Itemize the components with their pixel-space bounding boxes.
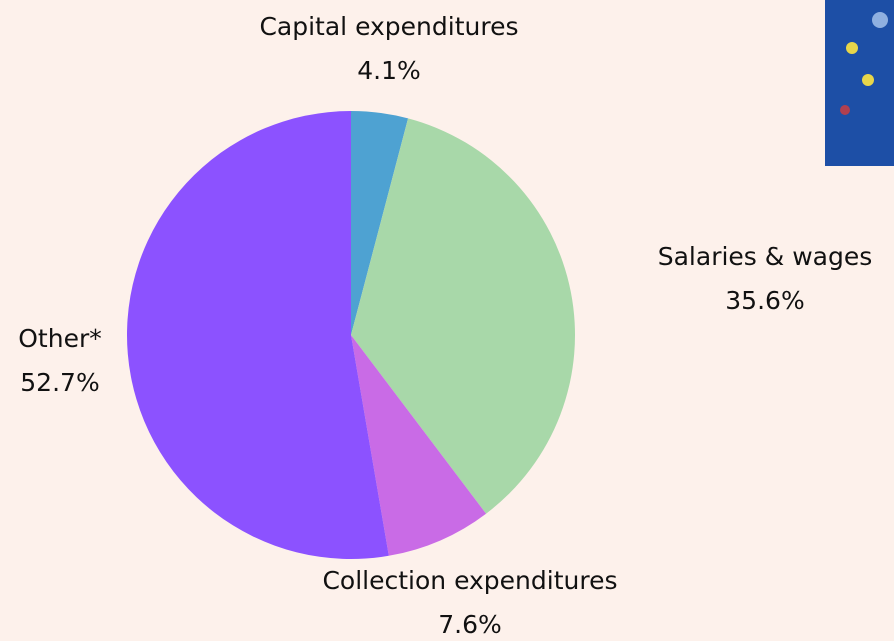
- slice-label: Salaries & wages: [658, 242, 873, 271]
- slice-value-label: 52.7%: [20, 368, 99, 397]
- slice-label: Capital expenditures: [259, 12, 518, 41]
- slice-label: Collection expenditures: [322, 566, 617, 595]
- pie-slice: [351, 111, 409, 335]
- decorative-image: [825, 0, 894, 166]
- slice-value-label: 35.6%: [725, 286, 804, 315]
- slice-value-label: 7.6%: [438, 610, 502, 639]
- pie-slice: [351, 335, 487, 556]
- pie-slice: [126, 111, 389, 559]
- slice-label: Other*: [18, 324, 101, 353]
- slice-value-label: 4.1%: [357, 56, 421, 85]
- pie-slice: [351, 118, 575, 514]
